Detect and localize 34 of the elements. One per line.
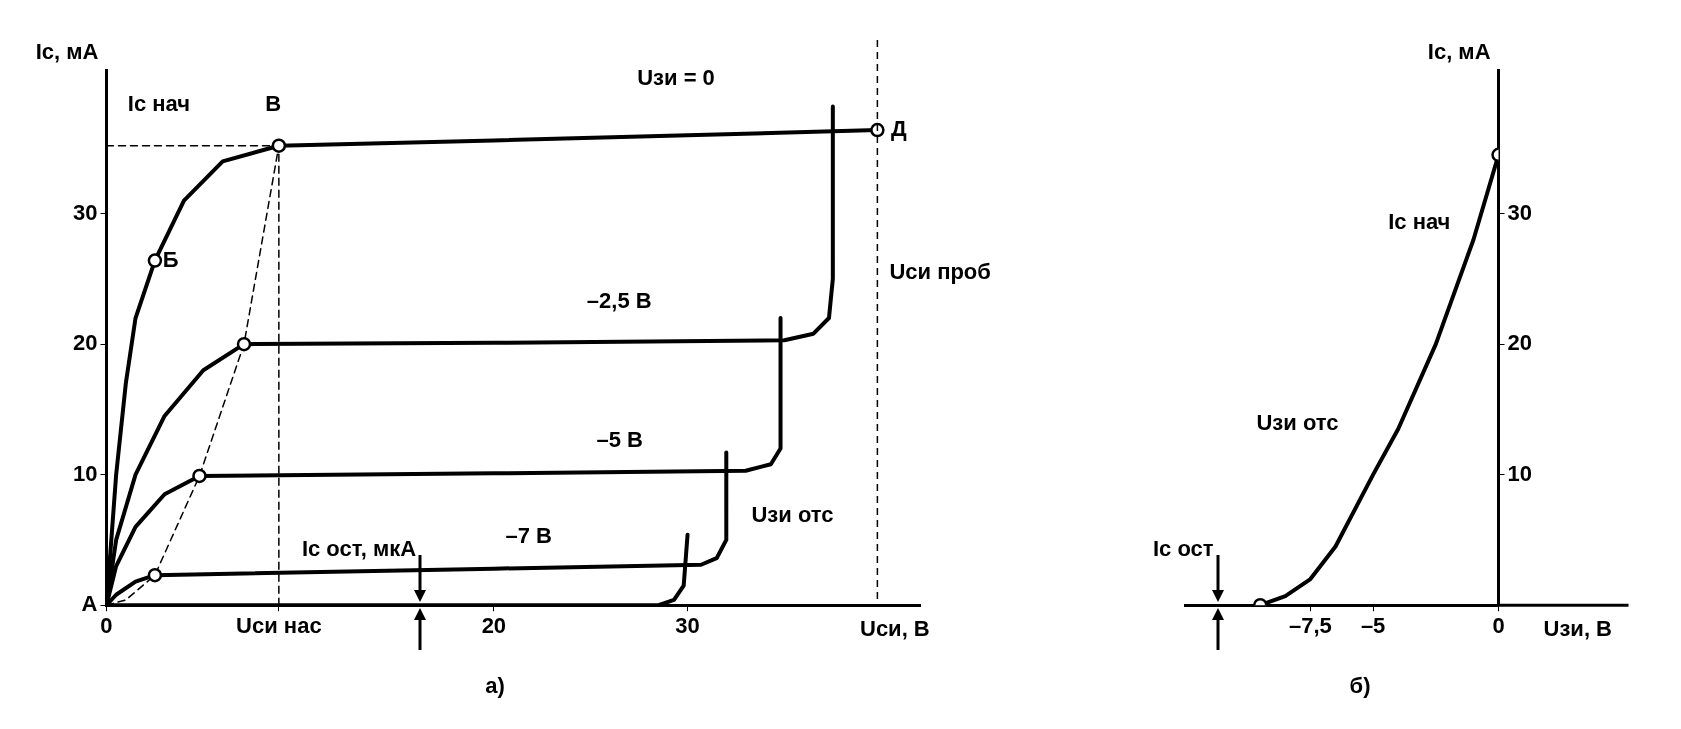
x-axis-title: Uси, В <box>860 616 930 642</box>
x-axis-title: Uзи, В <box>1543 616 1612 642</box>
ref-line-label: Uси проб <box>889 259 991 285</box>
annotation: Uзи отс <box>751 502 834 528</box>
y-tick-label: 30 <box>1507 199 1533 225</box>
y-tick-label: 10 <box>72 460 98 486</box>
y-tick-label: А <box>81 591 98 617</box>
y-tick-label: 30 <box>72 199 98 225</box>
y-axis-title: Ic, мА <box>35 39 99 65</box>
annotation: Ic нач <box>1388 208 1451 234</box>
annotation: Ic ост <box>1152 536 1214 562</box>
x-tick-label: 0 <box>100 613 113 639</box>
text: б) <box>1349 672 1371 698</box>
x-tick-label: Uси нас <box>236 613 322 639</box>
text: а) <box>485 672 505 698</box>
annotation: –5 В <box>596 426 644 452</box>
annotation: Д <box>890 116 907 142</box>
annotation: –7 В <box>505 523 552 549</box>
x-tick-label: –5 <box>1360 613 1386 639</box>
y-tick-label: 10 <box>1507 460 1533 486</box>
y-tick-label: 20 <box>72 330 98 356</box>
x-tick-label: –7,5 <box>1289 613 1332 639</box>
annotation: Uзи = 0 <box>637 65 715 91</box>
y-axis-title: Ic, мА <box>1427 39 1491 65</box>
annotation: Uзи отс <box>1256 409 1339 435</box>
x-tick-label: 20 <box>481 613 507 639</box>
annotation: Ic ост, мкА <box>301 536 417 562</box>
y-tick-label: 20 <box>1507 330 1533 356</box>
x-tick-label: 0 <box>1492 613 1505 639</box>
annotation: Ic нач <box>127 91 190 117</box>
x-tick-label: 30 <box>675 613 700 639</box>
annotation: Б <box>162 246 179 272</box>
annotation: –2,5 В <box>586 288 652 314</box>
annotation: В <box>265 91 282 117</box>
